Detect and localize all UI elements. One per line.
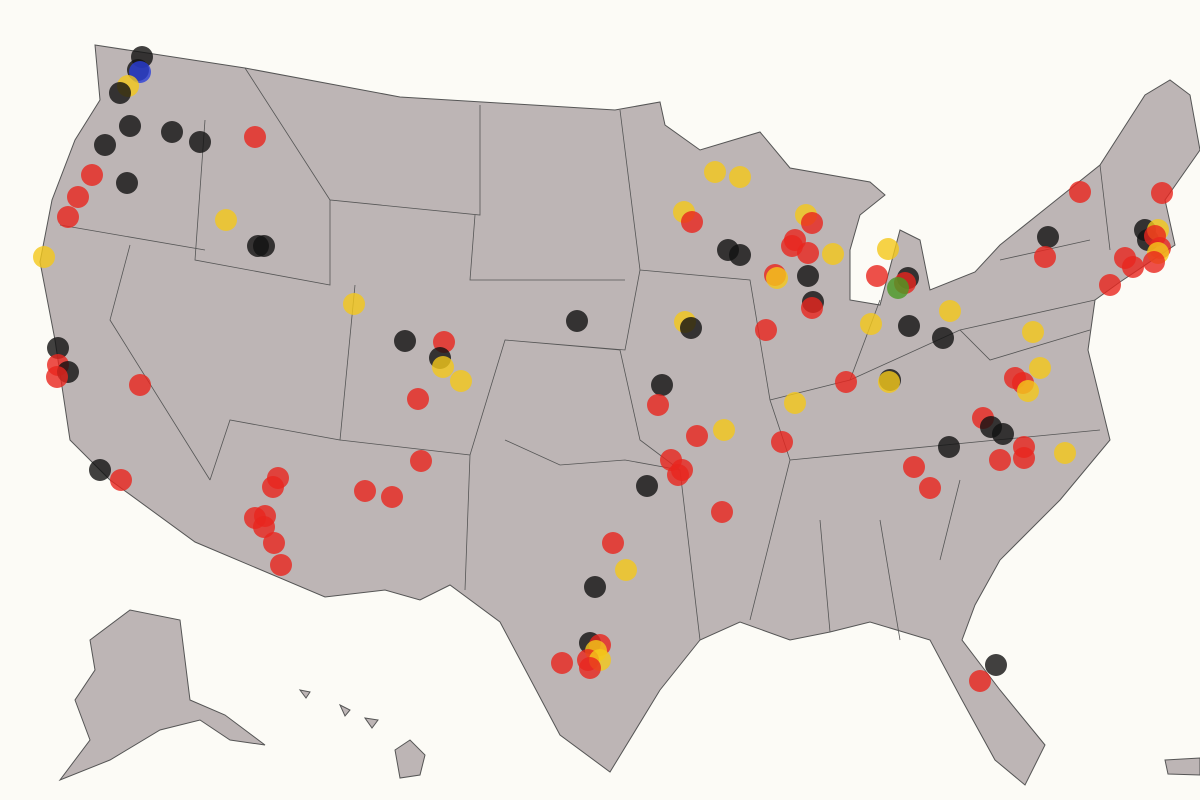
- location-marker: [94, 134, 116, 156]
- location-marker: [615, 559, 637, 581]
- location-marker: [1151, 182, 1173, 204]
- location-marker: [119, 115, 141, 137]
- alaska: [58, 609, 266, 782]
- hawaii: [298, 689, 426, 779]
- location-marker: [647, 394, 669, 416]
- location-marker: [667, 464, 689, 486]
- location-marker: [33, 246, 55, 268]
- location-marker: [878, 371, 900, 393]
- location-marker: [46, 366, 68, 388]
- location-marker: [579, 657, 601, 679]
- location-marker: [584, 576, 606, 598]
- location-marker: [877, 238, 899, 260]
- location-marker: [932, 327, 954, 349]
- location-marker: [263, 532, 285, 554]
- location-marker: [784, 392, 806, 414]
- location-marker: [822, 243, 844, 265]
- location-marker: [1029, 357, 1051, 379]
- location-marker: [636, 475, 658, 497]
- location-marker: [1099, 274, 1121, 296]
- location-marker: [1122, 256, 1144, 278]
- location-marker: [801, 297, 823, 319]
- location-marker: [270, 554, 292, 576]
- location-marker: [551, 652, 573, 674]
- location-marker: [835, 371, 857, 393]
- location-marker: [407, 388, 429, 410]
- island: [1164, 757, 1200, 776]
- location-marker: [1054, 442, 1076, 464]
- location-marker: [354, 480, 376, 502]
- location-marker: [989, 449, 1011, 471]
- location-marker: [244, 126, 266, 148]
- location-marker: [771, 431, 793, 453]
- location-marker: [1034, 246, 1056, 268]
- location-marker: [1037, 226, 1059, 248]
- location-marker: [394, 330, 416, 352]
- location-marker: [262, 476, 284, 498]
- location-marker: [189, 131, 211, 153]
- location-marker: [729, 244, 751, 266]
- location-marker: [938, 436, 960, 458]
- location-marker: [1069, 181, 1091, 203]
- location-marker: [129, 374, 151, 396]
- location-marker: [1013, 447, 1035, 469]
- location-marker: [81, 164, 103, 186]
- location-marker: [801, 212, 823, 234]
- location-marker: [116, 172, 138, 194]
- location-marker: [432, 356, 454, 378]
- location-marker: [1143, 251, 1165, 273]
- location-marker: [939, 300, 961, 322]
- location-marker: [992, 423, 1014, 445]
- location-marker: [985, 654, 1007, 676]
- location-marker: [253, 516, 275, 538]
- location-marker: [797, 265, 819, 287]
- location-marker: [57, 206, 79, 228]
- location-marker: [343, 293, 365, 315]
- location-marker: [713, 419, 735, 441]
- location-marker: [450, 370, 472, 392]
- location-marker: [602, 532, 624, 554]
- location-marker: [797, 242, 819, 264]
- location-marker: [1017, 380, 1039, 402]
- location-marker: [381, 486, 403, 508]
- location-marker: [1022, 321, 1044, 343]
- location-marker: [47, 337, 69, 359]
- location-marker: [109, 82, 131, 104]
- location-marker: [680, 317, 702, 339]
- location-marker: [566, 310, 588, 332]
- location-marker: [969, 670, 991, 692]
- location-marker: [681, 211, 703, 233]
- location-marker: [704, 161, 726, 183]
- location-marker: [110, 469, 132, 491]
- location-marker: [729, 166, 751, 188]
- location-marker: [253, 235, 275, 257]
- location-marker: [898, 315, 920, 337]
- location-marker: [161, 121, 183, 143]
- location-marker: [919, 477, 941, 499]
- location-marker: [866, 265, 888, 287]
- location-marker: [887, 277, 909, 299]
- markers: [33, 46, 1173, 692]
- location-marker: [766, 267, 788, 289]
- location-marker: [711, 501, 733, 523]
- location-marker: [686, 425, 708, 447]
- location-marker: [651, 374, 673, 396]
- location-marker: [903, 456, 925, 478]
- location-marker: [215, 209, 237, 231]
- location-marker: [860, 313, 882, 335]
- location-marker: [410, 450, 432, 472]
- location-marker: [89, 459, 111, 481]
- location-marker: [67, 186, 89, 208]
- location-marker: [755, 319, 777, 341]
